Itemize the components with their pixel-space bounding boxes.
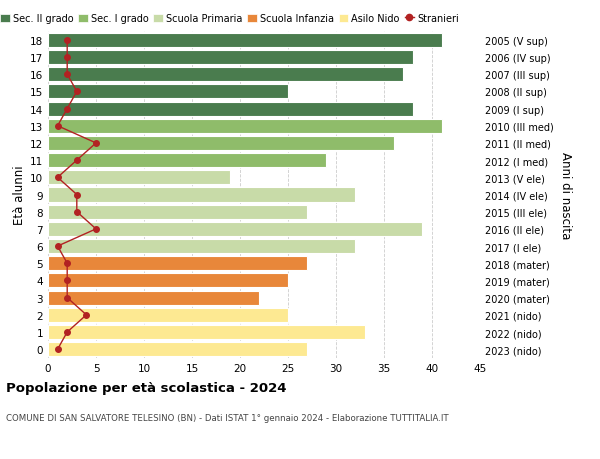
Bar	[48, 171, 230, 185]
Bar	[48, 240, 355, 253]
Bar	[48, 308, 288, 322]
Bar	[48, 205, 307, 219]
Bar	[48, 102, 413, 116]
Bar	[48, 119, 442, 134]
Y-axis label: Età alunni: Età alunni	[13, 165, 26, 225]
Bar	[48, 291, 259, 305]
Bar	[48, 188, 355, 202]
Text: Popolazione per età scolastica - 2024: Popolazione per età scolastica - 2024	[6, 381, 287, 394]
Bar	[48, 51, 413, 65]
Bar	[48, 342, 307, 357]
Bar	[48, 68, 403, 82]
Bar	[48, 274, 288, 288]
Legend: Sec. II grado, Sec. I grado, Scuola Primaria, Scuola Infanzia, Asilo Nido, Stran: Sec. II grado, Sec. I grado, Scuola Prim…	[0, 14, 459, 24]
Bar	[48, 154, 326, 168]
Text: COMUNE DI SAN SALVATORE TELESINO (BN) - Dati ISTAT 1° gennaio 2024 - Elaborazion: COMUNE DI SAN SALVATORE TELESINO (BN) - …	[6, 413, 449, 422]
Bar	[48, 34, 442, 48]
Bar	[48, 85, 288, 99]
Bar	[48, 222, 422, 236]
Bar	[48, 325, 365, 339]
Bar	[48, 257, 307, 271]
Y-axis label: Anni di nascita: Anni di nascita	[559, 151, 572, 239]
Bar	[48, 137, 394, 151]
